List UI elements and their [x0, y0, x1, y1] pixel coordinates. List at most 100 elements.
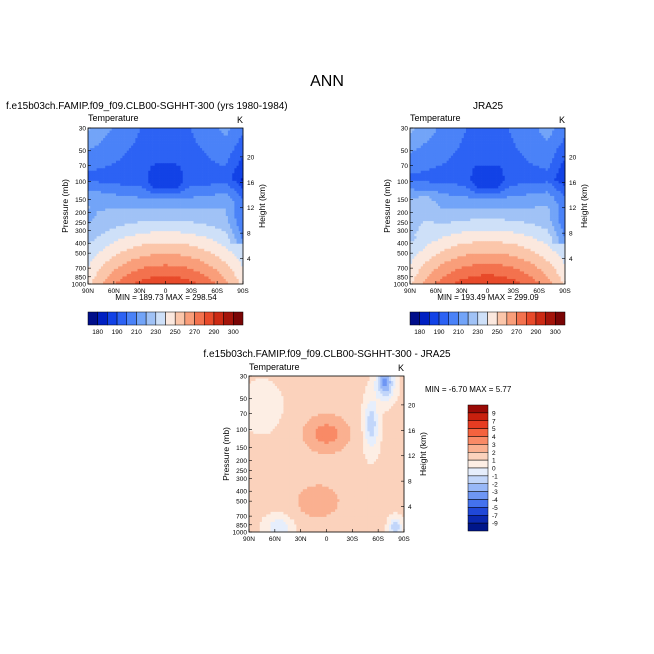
heatmap-cell	[107, 148, 110, 151]
heatmap-cell	[150, 271, 153, 275]
heatmap-cell	[199, 276, 203, 280]
heatmap-cell	[184, 281, 188, 285]
height-tick-label: 12	[247, 205, 255, 212]
heatmap-cell	[221, 213, 224, 217]
heatmap-cell	[232, 138, 235, 141]
heatmap-cell	[109, 211, 113, 214]
heatmap-cell	[180, 138, 184, 141]
heatmap-cell	[208, 223, 212, 227]
heatmap-cell	[159, 223, 162, 227]
heatmap-cell	[154, 168, 158, 172]
heatmap-cell	[100, 246, 104, 250]
heatmap-cell	[113, 228, 117, 232]
height-tick-label: 8	[247, 231, 251, 238]
heatmap-cell	[107, 236, 110, 240]
heatmap-cell	[236, 278, 240, 282]
latitude-tick-label: 0	[164, 288, 168, 295]
heatmap-cell	[133, 180, 136, 184]
heatmap-cell	[94, 200, 97, 204]
heatmap-cell	[526, 133, 529, 136]
heatmap-cell	[515, 138, 518, 141]
heatmap-cell	[215, 261, 218, 265]
heatmap-cell	[126, 248, 130, 252]
heatmap-cell	[240, 153, 244, 157]
heatmap-cell	[502, 130, 506, 134]
panel1-title: f.e15b03ch.FAMIP.f09_f09.CLB00-SGHHT-300…	[6, 101, 288, 112]
heatmap-cell	[109, 243, 113, 247]
heatmap-cell	[240, 188, 244, 192]
heatmap-cell	[109, 145, 113, 149]
heatmap-cell	[227, 228, 231, 232]
heatmap-cell	[474, 140, 478, 144]
heatmap-cell	[167, 130, 171, 134]
heatmap-cell	[167, 185, 171, 189]
heatmap-cell	[159, 153, 162, 157]
heatmap-cell	[543, 128, 546, 131]
heatmap-cell	[165, 251, 168, 255]
heatmap-cell	[167, 278, 171, 282]
heatmap-cell	[167, 148, 171, 151]
heatmap-cell	[180, 226, 184, 229]
heatmap-cell	[174, 243, 177, 247]
heatmap-cell	[208, 251, 212, 255]
heatmap-cell	[100, 256, 104, 260]
heatmap-cell	[197, 248, 201, 252]
heatmap-cell	[120, 206, 123, 209]
heatmap-cell	[156, 276, 160, 280]
heatmap-cell	[103, 175, 106, 179]
heatmap-cell	[107, 233, 110, 237]
heatmap-cell	[139, 168, 143, 172]
heatmap-cell	[143, 165, 147, 169]
heatmap-cell	[562, 135, 566, 139]
heatmap-cell	[118, 178, 121, 182]
heatmap-cell	[159, 173, 162, 177]
heatmap-cell	[154, 233, 158, 237]
heatmap-cell	[141, 208, 145, 212]
heatmap-cell	[199, 206, 203, 209]
heatmap-cell	[212, 148, 216, 151]
heatmap-cell	[150, 228, 153, 232]
heatmap-cell	[552, 130, 555, 134]
heatmap-cell	[103, 271, 106, 275]
heatmap-cell	[126, 281, 130, 285]
heatmap-cell	[450, 128, 454, 131]
heatmap-cell	[141, 128, 145, 131]
heatmap-cell	[133, 140, 136, 144]
heatmap-cell	[193, 175, 196, 179]
heatmap-cell	[227, 213, 231, 217]
heatmap-cell	[227, 158, 231, 162]
heatmap-cell	[118, 223, 121, 227]
heatmap-cell	[187, 281, 190, 285]
heatmap-cell	[463, 128, 467, 131]
heatmap-cell	[437, 143, 441, 146]
heatmap-cell	[221, 153, 224, 157]
heatmap-cell	[154, 190, 158, 194]
heatmap-cell	[111, 178, 115, 182]
heatmap-cell	[470, 130, 473, 134]
heatmap-cell	[148, 256, 151, 260]
heatmap-cell	[165, 138, 168, 141]
heatmap-cell	[94, 160, 97, 164]
heatmap-cell	[128, 218, 132, 222]
heatmap-cell	[148, 276, 151, 280]
heatmap-cell	[143, 233, 147, 237]
heatmap-cell	[152, 251, 156, 255]
heatmap-cell	[92, 145, 95, 149]
heatmap-cell	[182, 150, 186, 154]
heatmap-cell	[184, 153, 188, 157]
heatmap-cell	[204, 211, 207, 214]
heatmap-cell	[513, 135, 516, 139]
heatmap-cell	[124, 246, 128, 250]
heatmap-cell	[92, 190, 95, 194]
heatmap-cell	[100, 165, 104, 169]
heatmap-cell	[191, 233, 194, 237]
heatmap-cell	[539, 133, 542, 136]
heatmap-cell	[232, 251, 235, 255]
heatmap-cell	[204, 133, 207, 136]
heatmap-cell	[221, 226, 224, 229]
heatmap-cell	[167, 268, 171, 272]
heatmap-cell	[163, 203, 166, 207]
heatmap-cell	[208, 216, 212, 219]
heatmap-cell	[176, 233, 179, 237]
heatmap-cell	[178, 173, 181, 177]
